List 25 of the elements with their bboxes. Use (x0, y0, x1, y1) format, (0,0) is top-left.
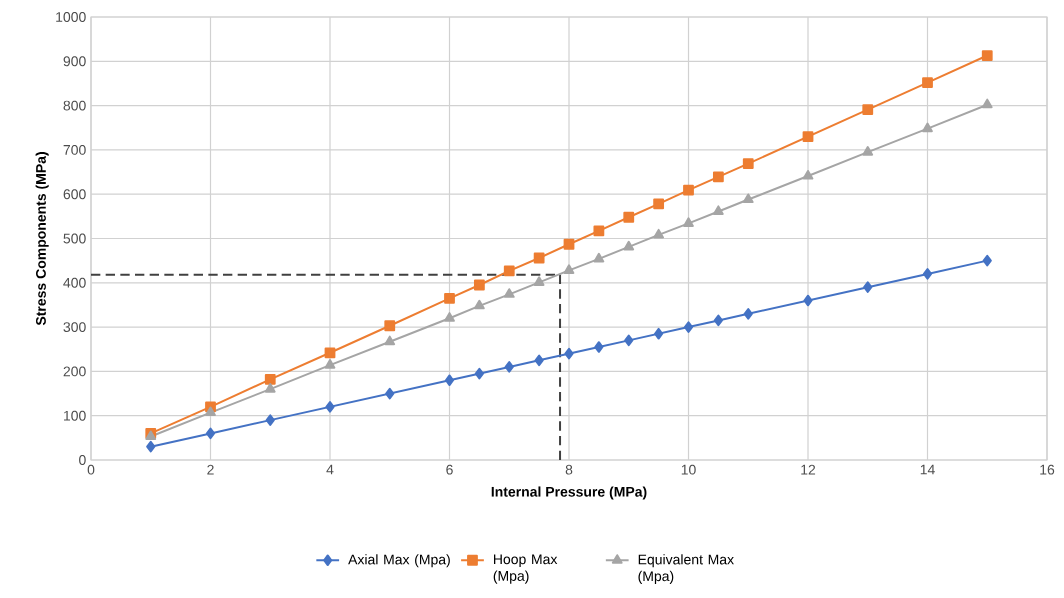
y-tick-label: 300 (63, 322, 86, 333)
y-tick-label: 500 (63, 233, 86, 244)
legend-label: Axial Max (Mpa) (348, 554, 450, 568)
y-tick-label: 0 (79, 455, 86, 465)
x-tick-label: 14 (920, 464, 935, 475)
x-tick-label: 6 (446, 464, 453, 475)
y-tick-label: 100 (64, 410, 86, 421)
y-tick-label: 900 (63, 56, 86, 67)
legend-label: Hoop Max (Mpa) (493, 554, 558, 584)
x-axis-title: Internal Pressure (MPa) (491, 486, 647, 500)
y-tick-label: 400 (63, 277, 86, 288)
y-tick-label: 600 (63, 189, 86, 200)
x-tick-label: 10 (681, 464, 696, 475)
x-tick-label: 8 (565, 464, 573, 475)
y-axis-title: Stress Components (MPa) (35, 152, 49, 326)
y-tick-label: 200 (63, 366, 86, 377)
x-tick-label: 2 (207, 464, 214, 475)
x-tick-label: 0 (87, 464, 95, 475)
y-tick-label: 800 (63, 100, 86, 111)
x-tick-label: 16 (1040, 464, 1055, 475)
y-tick-label: 1000 (56, 12, 86, 22)
y-tick-label: 700 (63, 144, 86, 155)
x-tick-label: 4 (326, 464, 334, 475)
legend-label: Equivalent Max (Mpa) (638, 554, 734, 584)
x-tick-label: 12 (801, 464, 816, 475)
